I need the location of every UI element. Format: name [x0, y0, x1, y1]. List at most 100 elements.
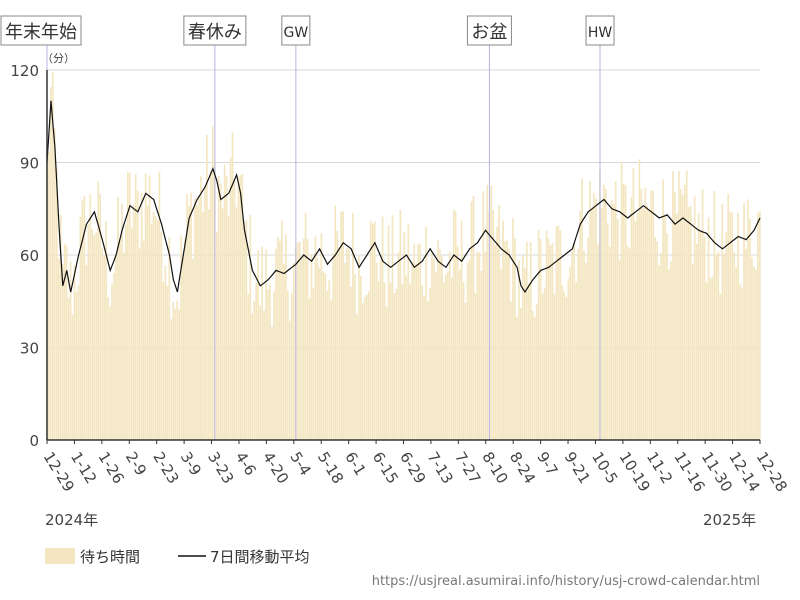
wait-time-bar: [144, 173, 147, 441]
wait-time-bar: [346, 248, 348, 440]
wait-time-bar: [571, 251, 574, 440]
wait-time-bar: [456, 246, 459, 440]
wait-time-bar: [433, 258, 435, 440]
wait-time-bar: [601, 207, 603, 440]
wait-time-bar: [676, 213, 678, 440]
wait-time-bar: [435, 272, 437, 440]
wait-time-bar: [310, 253, 313, 440]
wait-time-bar: [541, 293, 544, 440]
wait-time-bar: [444, 274, 447, 440]
x-tick-label: 8-24: [506, 449, 539, 487]
wait-time-bar: [217, 175, 220, 440]
wait-time-bar: [407, 224, 410, 440]
wait-time-bar: [134, 173, 137, 440]
wait-time-bar: [516, 317, 518, 440]
wait-time-bar: [79, 217, 82, 440]
wait-time-bar: [727, 193, 730, 440]
legend-line-label: 7日間移動平均: [210, 548, 310, 566]
wait-time-bar: [257, 250, 260, 440]
wait-time-bar: [389, 282, 392, 440]
wait-time-bar: [365, 294, 368, 440]
wait-time-bar: [377, 281, 380, 440]
wait-time-bar: [119, 241, 121, 440]
wait-time-bar: [413, 243, 416, 440]
wait-time-bar: [279, 241, 281, 440]
wait-time-bar: [91, 228, 94, 440]
wait-time-bar: [253, 301, 256, 440]
event-label-text: 春休み: [188, 22, 242, 43]
wait-time-bar: [589, 180, 591, 440]
wait-time-bar: [245, 220, 248, 440]
wait-time-bar: [121, 203, 123, 440]
wait-time-bar: [286, 290, 289, 440]
wait-time-bar: [69, 261, 72, 440]
wait-time-bar: [484, 251, 487, 440]
wait-time-bar: [275, 248, 277, 440]
wait-time-bar: [354, 274, 356, 440]
wait-time-bar: [610, 199, 613, 440]
wait-time-bar: [243, 222, 246, 440]
wait-time-bar: [132, 204, 135, 440]
wait-time-bar: [369, 220, 372, 440]
wait-time-bar: [518, 260, 520, 440]
wait-time-bar: [247, 293, 250, 440]
wait-time-bar: [182, 257, 184, 440]
wait-time-bar: [168, 237, 171, 440]
wait-time-bar: [448, 251, 451, 440]
wait-time-bar: [233, 180, 236, 441]
wait-time-bar: [401, 283, 404, 440]
wait-time-bar: [735, 267, 737, 440]
wait-time-bar: [229, 158, 232, 440]
wait-time-bar: [614, 181, 617, 440]
moving-average-line-group: [46, 100, 761, 294]
wait-time-bar: [207, 209, 210, 440]
wait-time-bar: [284, 234, 287, 440]
wait-time-bar: [624, 185, 627, 440]
wait-time-bar: [713, 190, 716, 440]
wait-time-bar: [103, 254, 105, 440]
wait-time-bar: [215, 231, 218, 440]
wait-time-bar: [115, 254, 117, 440]
wait-time-bar: [170, 319, 173, 440]
wait-time-bar: [618, 259, 621, 440]
wait-time-bar: [593, 192, 595, 440]
year-end-label: 2025年: [703, 511, 756, 529]
wait-time-bar: [415, 263, 418, 440]
x-tick-label: 1-26: [94, 449, 127, 487]
x-tick-label: 6-15: [369, 449, 402, 487]
wait-time-bar: [725, 232, 728, 440]
wait-time-bar: [393, 293, 396, 440]
wait-time-bar: [529, 242, 532, 440]
event-label-text: 年末年始: [5, 22, 77, 43]
wait-time-bar: [650, 190, 653, 440]
wait-time-bar: [608, 246, 611, 440]
wait-time-bar: [198, 195, 200, 440]
wait-time-bar: [569, 266, 572, 440]
wait-time-bar: [178, 309, 181, 440]
x-tick-label: 5-18: [314, 449, 347, 487]
wait-time-bar: [652, 190, 655, 440]
wait-time-bar: [172, 302, 175, 440]
wait-time-bar: [126, 172, 129, 441]
wait-time-bar: [620, 161, 623, 440]
wait-time-bar: [642, 208, 645, 440]
wait-time-bar: [687, 207, 690, 440]
wait-time-bar: [367, 291, 370, 440]
wait-time-bar: [221, 208, 224, 440]
wait-time-bar: [662, 179, 664, 440]
wait-time-bar: [472, 195, 475, 440]
wait-time-bar: [634, 221, 637, 440]
wait-time-bar: [646, 205, 649, 440]
wait-time-bar: [277, 236, 279, 440]
wait-time-bar: [306, 238, 309, 440]
wait-time-bar: [152, 211, 155, 440]
wait-time-bar: [664, 216, 666, 440]
wait-time-bar: [263, 310, 265, 440]
wait-time-bar: [595, 198, 597, 440]
wait-time-bar: [49, 86, 52, 441]
wait-time-bar: [283, 263, 285, 440]
wait-time-bar: [53, 128, 56, 441]
wait-time-bar: [654, 237, 657, 440]
wait-time-bar: [510, 301, 512, 440]
x-tick-label: 9-21: [561, 449, 594, 487]
